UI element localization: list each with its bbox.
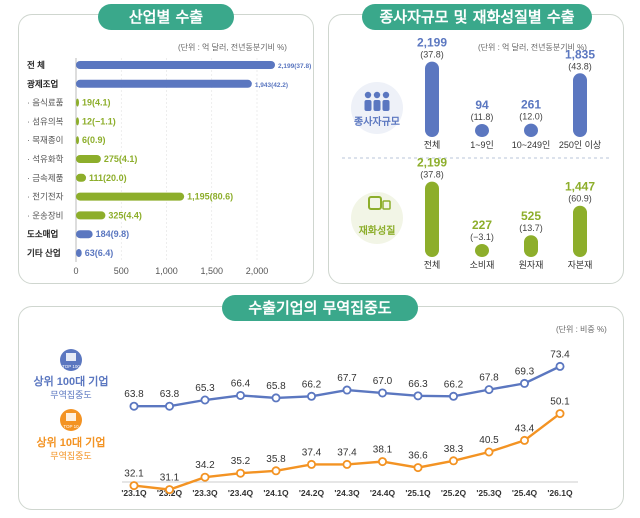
workers-title: 종사자규모 및 재화성질별 수출	[362, 4, 592, 30]
industry-unit: (단위 : 억 달러, 전년동분기비 %)	[178, 43, 287, 52]
industry-panel	[18, 14, 314, 284]
trade-title: 수출기업의 무역집중도	[222, 295, 418, 321]
workers-panel	[328, 14, 624, 284]
workers-unit: (단위 : 억 달러, 전년동분기비 %)	[478, 43, 587, 52]
trade-panel	[18, 306, 624, 510]
trade-unit: (단위 : 비중 %)	[556, 325, 607, 334]
industry-title: 산업별 수출	[98, 4, 234, 30]
